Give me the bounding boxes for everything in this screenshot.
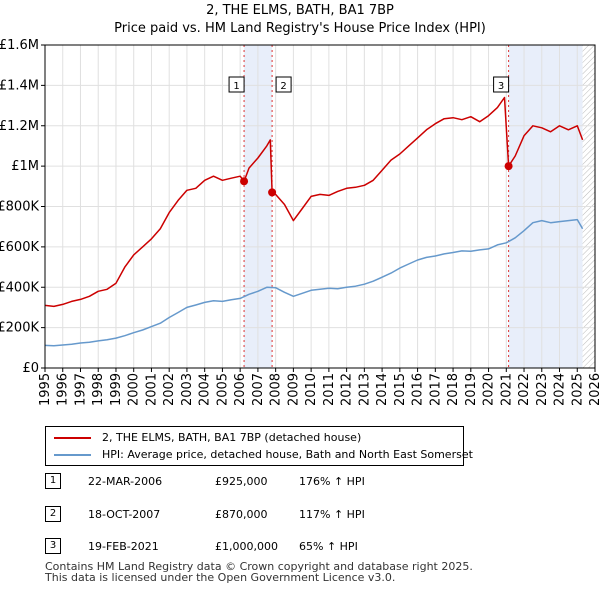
x-tick-label: 2022: [517, 373, 532, 406]
sale-badge-box: [228, 76, 245, 93]
sale-hpi-change: 176% ↑ HPI: [299, 475, 365, 488]
x-tick-label: 1997: [73, 373, 88, 406]
x-tick-label: 2020: [482, 373, 497, 406]
sale-badge-box: [275, 76, 292, 93]
x-tick-label: 2001: [144, 373, 159, 406]
x-tick-label: 2006: [233, 373, 248, 406]
sale-date: 18-OCT-2007: [88, 508, 161, 521]
chart-subtitle: Price paid vs. HM Land Registry's House …: [114, 21, 486, 36]
y-tick-label: £1.4M: [0, 78, 39, 93]
sale-date: 22-MAR-2006: [88, 475, 163, 488]
x-tick-label: 2010: [304, 373, 319, 406]
sale-price: £870,000: [215, 508, 268, 521]
sale-point: [240, 177, 249, 186]
x-tick-label: 2004: [198, 373, 213, 406]
sale-badge: 3: [493, 76, 510, 93]
x-tick-label: 1999: [109, 373, 124, 406]
y-tick-label: £0: [22, 361, 39, 376]
sale-badge: 2: [275, 76, 292, 93]
sale-number-badge: 2: [45, 506, 61, 522]
x-tick-label: 2013: [357, 373, 372, 406]
y-tick-label: £400K: [0, 280, 39, 295]
x-tick-label: 2018: [446, 373, 461, 406]
sale-badge: 1: [228, 76, 245, 93]
sale-row: 3 19-FEB-2021 £1,000,000 65% ↑ HPI: [45, 537, 585, 557]
sale-row: 2 18-OCT-2007 £870,000 117% ↑ HPI: [45, 505, 585, 525]
y-tick-label: £200K: [0, 321, 39, 336]
y-tick-label: £1.6M: [0, 38, 39, 53]
sale-badge-label: 2: [280, 81, 286, 92]
chart-title: 2, THE ELMS, BATH, BA1 7BP: [206, 3, 394, 18]
sale-price: £1,000,000: [215, 540, 278, 553]
sale-badge-label: 3: [498, 81, 504, 92]
x-tick-label: 2024: [553, 373, 568, 406]
sale-date: 19-FEB-2021: [88, 540, 159, 553]
x-tick-label: 2016: [411, 373, 426, 406]
sale-point: [504, 162, 513, 171]
x-tick-label: 1995: [38, 373, 53, 406]
y-tick-label: £1M: [11, 159, 39, 174]
x-tick-label: 2017: [428, 373, 443, 406]
x-tick-label: 2011: [322, 373, 337, 406]
sale-number-badge: 1: [45, 473, 61, 489]
price-chart: 2, THE ELMS, BATH, BA1 7BP Price paid vs…: [0, 3, 600, 406]
x-tick-label: 2002: [162, 373, 177, 406]
sale-number-badge: 3: [45, 538, 61, 554]
sale-price: £925,000: [215, 475, 268, 488]
legend-label-hpi: HPI: Average price, detached house, Bath…: [102, 448, 473, 461]
y-tick-label: £1.2M: [0, 119, 39, 134]
hpi-series-line: [45, 218, 584, 347]
x-tick-label: 1996: [56, 373, 71, 406]
legend-item-hpi: HPI: Average price, detached house, Bath…: [46, 446, 473, 464]
y-tick-label: £600K: [0, 240, 39, 255]
footer-copyright: Contains HM Land Registry data © Crown c…: [45, 560, 473, 573]
sale-badge-box: [493, 76, 510, 93]
legend: 2, THE ELMS, BATH, BA1 7BP (detached hou…: [45, 426, 473, 466]
sale-badge-label: 1: [233, 81, 239, 92]
legend-label-property: 2, THE ELMS, BATH, BA1 7BP (detached hou…: [102, 431, 362, 444]
legend-item-property: 2, THE ELMS, BATH, BA1 7BP (detached hou…: [46, 429, 463, 447]
sale-hpi-change: 117% ↑ HPI: [299, 508, 365, 521]
x-tick-label: 2007: [251, 373, 266, 406]
series-group: [45, 96, 584, 347]
property-series-line: [45, 96, 584, 308]
legend-swatch-property: [54, 437, 91, 439]
sale-hpi-change: 65% ↑ HPI: [299, 540, 358, 553]
x-tick-label: 2003: [180, 373, 195, 406]
x-tick-label: 2012: [340, 373, 355, 406]
x-tick-label: 2008: [269, 373, 284, 406]
footer-licence: This data is licensed under the Open Gov…: [45, 571, 396, 584]
x-tick-label: 2000: [127, 373, 142, 406]
legend-swatch-hpi: [54, 454, 91, 456]
footer: Contains HM Land Registry data © Crown c…: [45, 561, 473, 583]
x-tick-label: 2021: [499, 373, 514, 406]
x-tick-label: 1998: [91, 373, 106, 406]
sale-row: 1 22-MAR-2006 £925,000 176% ↑ HPI: [45, 472, 585, 492]
x-tick-label: 2025: [570, 373, 585, 406]
x-tick-label: 2023: [535, 373, 550, 406]
x-tick-label: 2015: [393, 373, 408, 406]
x-tick-label: 2009: [286, 373, 301, 406]
x-tick-label: 2005: [215, 373, 230, 406]
sale-point: [268, 188, 277, 197]
x-tick-label: 2014: [375, 373, 390, 406]
y-tick-label: £800K: [0, 200, 39, 215]
x-tick-label: 2026: [588, 373, 600, 406]
x-tick-label: 2019: [464, 373, 479, 406]
